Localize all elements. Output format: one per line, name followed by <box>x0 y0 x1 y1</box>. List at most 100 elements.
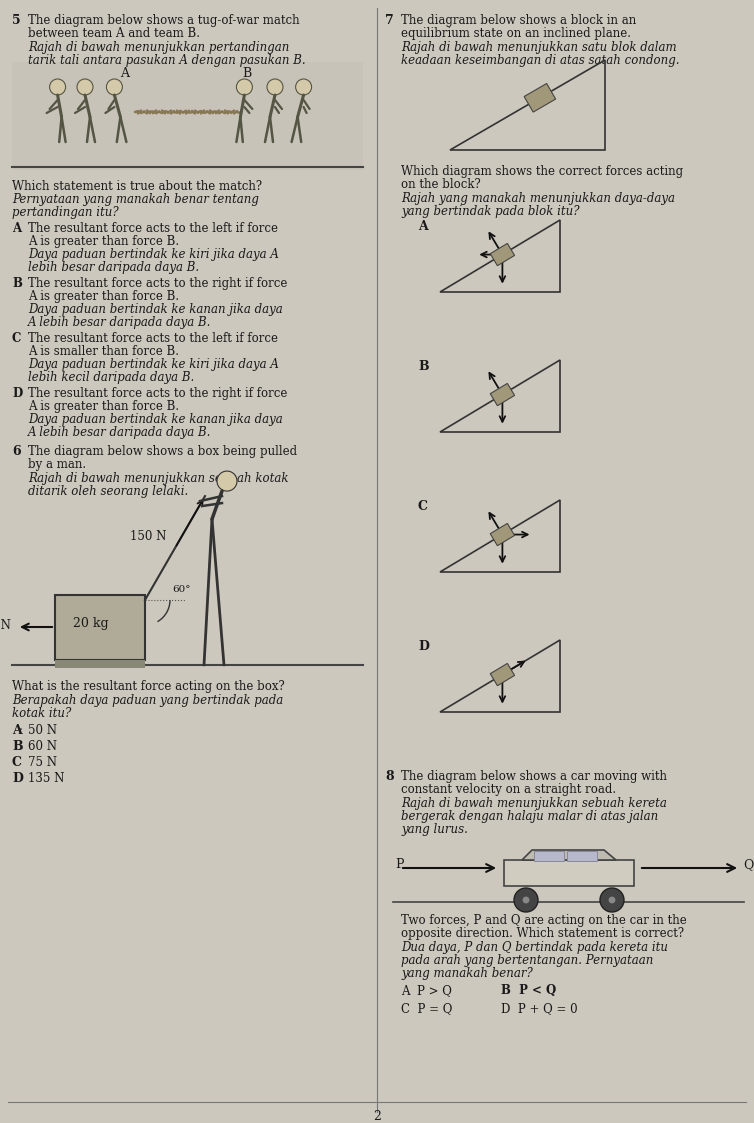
Text: B  P < Q: B P < Q <box>501 984 556 997</box>
Text: pada arah yang bertentangan. Pernyataan: pada arah yang bertentangan. Pernyataan <box>401 955 654 967</box>
Text: A: A <box>418 220 428 232</box>
Text: Which statement is true about the match?: Which statement is true about the match? <box>12 180 262 193</box>
Text: Rajah yang manakah menunjukkan daya-daya: Rajah yang manakah menunjukkan daya-daya <box>401 192 675 206</box>
Circle shape <box>600 888 624 912</box>
Text: P: P <box>395 858 403 871</box>
Circle shape <box>522 896 530 904</box>
Polygon shape <box>490 523 514 546</box>
Text: Q: Q <box>743 858 753 871</box>
Text: tarik tali antara pasukan A dengan pasukan B.: tarik tali antara pasukan A dengan pasuk… <box>28 54 305 67</box>
Text: 20 kg: 20 kg <box>73 617 109 630</box>
Text: bergerak dengan halaju malar di atas jalan: bergerak dengan halaju malar di atas jal… <box>401 810 658 823</box>
Text: 5: 5 <box>12 13 20 27</box>
Text: The diagram below shows a box being pulled: The diagram below shows a box being pull… <box>28 445 297 458</box>
Text: Daya paduan bertindak ke kiri jika daya A: Daya paduan bertindak ke kiri jika daya … <box>28 358 279 371</box>
Text: Rajah di bawah menunjukkan sebuah kereta: Rajah di bawah menunjukkan sebuah kereta <box>401 797 667 810</box>
Circle shape <box>237 79 253 95</box>
Circle shape <box>217 471 237 491</box>
Text: 60 N: 60 N <box>28 740 57 754</box>
Text: 60°: 60° <box>172 585 191 594</box>
Text: D: D <box>418 640 429 652</box>
Text: Daya paduan bertindak ke kanan jika daya: Daya paduan bertindak ke kanan jika daya <box>28 413 283 426</box>
Bar <box>55 595 145 660</box>
Text: A  P > Q: A P > Q <box>401 984 452 997</box>
Text: A: A <box>12 724 22 737</box>
Circle shape <box>608 896 616 904</box>
Text: 75 N: 75 N <box>28 756 57 769</box>
Text: The resultant force acts to the left if force: The resultant force acts to the left if … <box>28 332 278 345</box>
Text: on the block?: on the block? <box>401 179 481 191</box>
Text: yang manakah benar?: yang manakah benar? <box>401 967 533 980</box>
Text: Pernyataan yang manakah benar tentang: Pernyataan yang manakah benar tentang <box>12 193 259 206</box>
Text: Which diagram shows the correct forces acting: Which diagram shows the correct forces a… <box>401 165 683 179</box>
Text: Berapakah daya paduan yang bertindak pada: Berapakah daya paduan yang bertindak pad… <box>12 694 284 707</box>
Text: A is greater than force B.: A is greater than force B. <box>28 400 179 413</box>
Text: Two forces, P and Q are acting on the car in the: Two forces, P and Q are acting on the ca… <box>401 914 687 926</box>
Text: by a man.: by a man. <box>28 458 86 471</box>
Text: A lebih besar daripada daya B.: A lebih besar daripada daya B. <box>28 426 211 439</box>
Text: ditarik oleh seorang lelaki.: ditarik oleh seorang lelaki. <box>28 485 188 497</box>
Text: B: B <box>12 740 23 754</box>
Bar <box>567 851 597 861</box>
Polygon shape <box>490 383 514 405</box>
Polygon shape <box>490 244 514 266</box>
Text: A: A <box>12 222 21 235</box>
Text: C: C <box>12 756 22 769</box>
Text: kotak itu?: kotak itu? <box>12 707 71 720</box>
Text: D: D <box>12 387 23 400</box>
Text: keadaan keseimbangan di atas satah condong.: keadaan keseimbangan di atas satah condo… <box>401 54 679 67</box>
Text: Rajah di bawah menunjukkan satu blok dalam: Rajah di bawah menunjukkan satu blok dal… <box>401 42 676 54</box>
Text: 6: 6 <box>12 445 20 458</box>
Text: Rajah di bawah menunjukkan pertandingan: Rajah di bawah menunjukkan pertandingan <box>28 42 290 54</box>
Circle shape <box>106 79 122 95</box>
Polygon shape <box>522 850 616 860</box>
Text: Dua daya, P dan Q bertindak pada kereta itu: Dua daya, P dan Q bertindak pada kereta … <box>401 941 668 955</box>
Text: 15 N: 15 N <box>0 619 11 632</box>
Text: What is the resultant force acting on the box?: What is the resultant force acting on th… <box>12 681 285 693</box>
Text: yang lurus.: yang lurus. <box>401 823 468 836</box>
Text: pertandingan itu?: pertandingan itu? <box>12 206 118 219</box>
Text: lebih kecil daripada daya B.: lebih kecil daripada daya B. <box>28 371 195 384</box>
Text: C  P = Q: C P = Q <box>401 1002 452 1015</box>
Text: 50 N: 50 N <box>28 724 57 737</box>
Circle shape <box>267 79 283 95</box>
Polygon shape <box>524 83 556 112</box>
Text: B: B <box>242 67 251 80</box>
Text: 150 N: 150 N <box>130 530 167 544</box>
Text: C: C <box>418 500 428 513</box>
Text: 2: 2 <box>373 1110 381 1123</box>
Text: ·: · <box>19 724 23 737</box>
Text: B: B <box>418 360 428 373</box>
Circle shape <box>50 79 66 95</box>
Bar <box>504 860 634 886</box>
Text: Daya paduan bertindak ke kiri jika daya A: Daya paduan bertindak ke kiri jika daya … <box>28 248 279 261</box>
Text: A is smaller than force B.: A is smaller than force B. <box>28 345 179 358</box>
Text: D  P + Q = 0: D P + Q = 0 <box>501 1002 578 1015</box>
Text: A is greater than force B.: A is greater than force B. <box>28 290 179 303</box>
Text: 7: 7 <box>385 13 394 27</box>
Text: yang bertindak pada blok itu?: yang bertindak pada blok itu? <box>401 206 580 218</box>
Text: C: C <box>12 332 21 345</box>
Text: D: D <box>12 772 23 785</box>
Text: opposite direction. Which statement is correct?: opposite direction. Which statement is c… <box>401 926 684 940</box>
Text: The resultant force acts to the left if force: The resultant force acts to the left if … <box>28 222 278 235</box>
Polygon shape <box>490 664 514 686</box>
Text: 8: 8 <box>385 770 394 783</box>
Text: lebih besar daripada daya B.: lebih besar daripada daya B. <box>28 261 199 274</box>
Text: A is greater than force B.: A is greater than force B. <box>28 235 179 248</box>
Bar <box>12 62 363 170</box>
Text: The resultant force acts to the right if force: The resultant force acts to the right if… <box>28 277 287 290</box>
Text: Daya paduan bertindak ke kanan jika daya: Daya paduan bertindak ke kanan jika daya <box>28 303 283 316</box>
Circle shape <box>514 888 538 912</box>
Bar <box>55 660 145 668</box>
Text: Rajah di bawah menunjukkan sebuah kotak: Rajah di bawah menunjukkan sebuah kotak <box>28 472 289 485</box>
Circle shape <box>296 79 311 95</box>
Text: between team A and team B.: between team A and team B. <box>28 27 200 40</box>
Text: A lebih besar daripada daya B.: A lebih besar daripada daya B. <box>28 316 211 329</box>
Bar <box>534 851 564 861</box>
Text: The diagram below shows a block in an: The diagram below shows a block in an <box>401 13 636 27</box>
Circle shape <box>77 79 93 95</box>
Text: constant velocity on a straight road.: constant velocity on a straight road. <box>401 783 616 796</box>
Text: A: A <box>120 67 129 80</box>
Text: B: B <box>12 277 22 290</box>
